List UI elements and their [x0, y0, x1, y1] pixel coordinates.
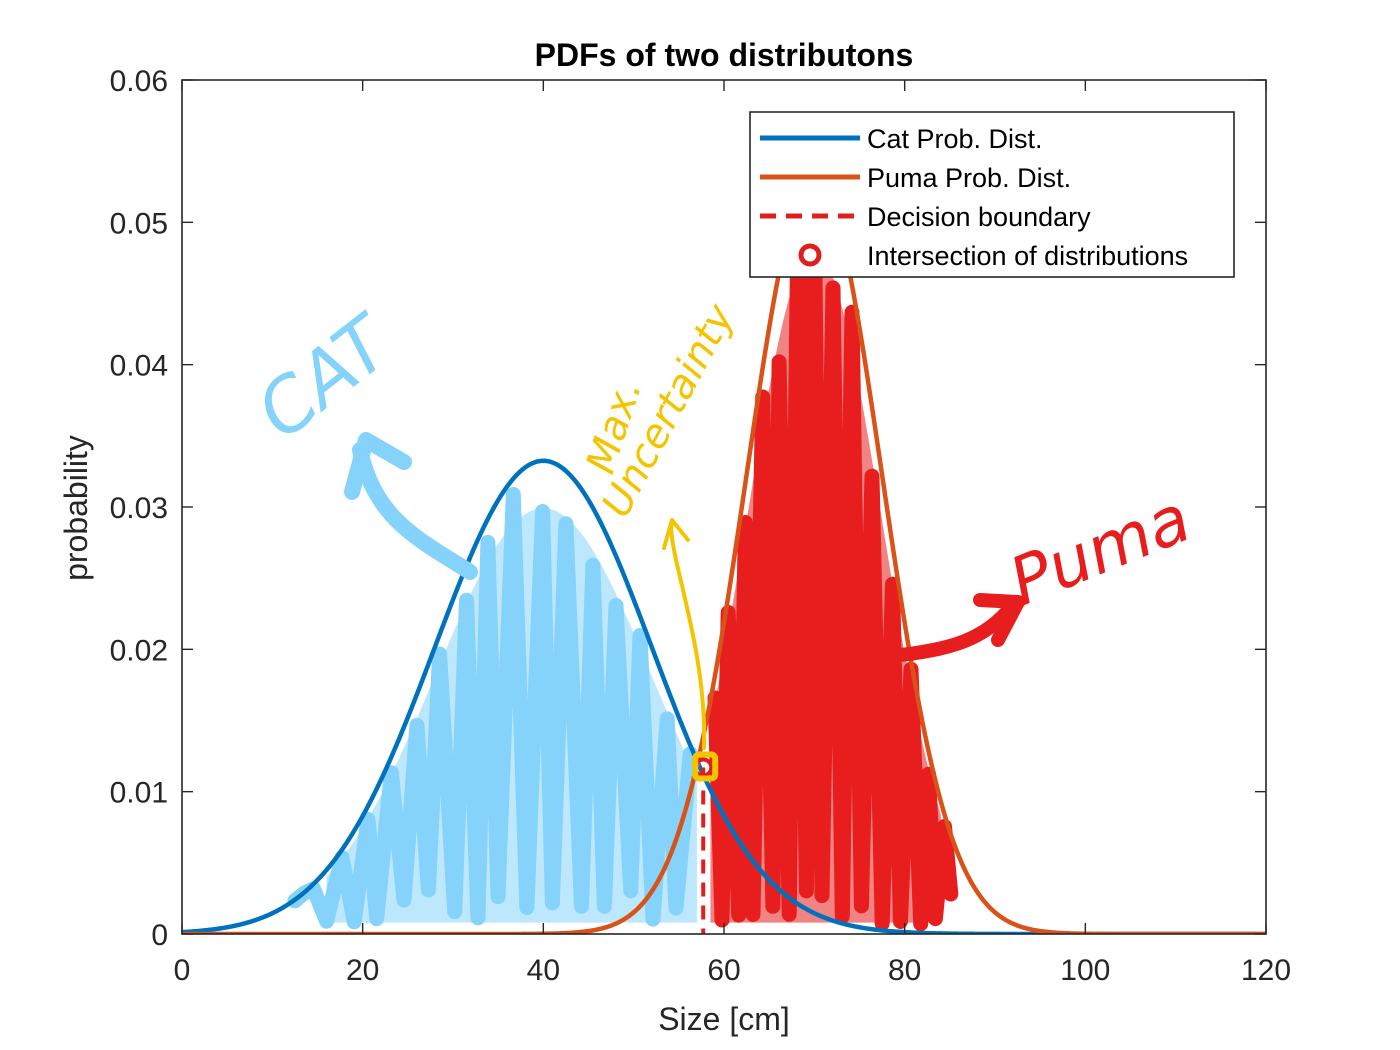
x-tick-label: 100 — [1060, 954, 1110, 987]
x-tick-label: 60 — [707, 954, 740, 987]
cat-annotation: CAT — [241, 297, 411, 456]
x-tick-label: 120 — [1241, 954, 1291, 987]
axes-layer: 0 20 40 60 80 100 120 0 0.01 0.02 0.03 0.04 0.05 0.06 — [110, 65, 1291, 987]
y-tick-label: 0.06 — [110, 65, 168, 98]
x-axis-label: Size [cm] — [658, 1001, 790, 1037]
legend-entry-label: Cat Prob. Dist. — [867, 124, 1043, 154]
puma-arrow — [885, 599, 1019, 663]
y-tick-label: 0.02 — [110, 634, 168, 667]
scribble-layer — [287, 189, 959, 932]
chart-title: PDFs of two distributons — [535, 37, 914, 73]
legend-entry-label: Intersection of distributions — [867, 241, 1188, 271]
legend: Cat Prob. Dist. Puma Prob. Dist. Decision … — [749, 111, 1235, 278]
y-tick-label: 0.05 — [110, 207, 168, 240]
puma-annotation: Puma — [999, 480, 1201, 621]
cat-arrowhead — [344, 432, 412, 500]
cat-pdf-line — [182, 458, 1266, 934]
x-tick-label: 40 — [527, 954, 560, 987]
cat-arrow — [352, 442, 478, 580]
puma-arrowhead — [973, 593, 1025, 647]
y-tick-label: 0.03 — [110, 492, 168, 525]
intersection-highlight — [692, 751, 719, 782]
y-tick-label: 0 — [151, 919, 168, 952]
legend-entry-label: Puma Prob. Dist. — [867, 163, 1071, 193]
legend-entry-label: Decision boundary — [867, 202, 1091, 232]
cat-scribble — [287, 487, 698, 930]
max-uncertainty-arrowhead — [662, 518, 690, 550]
y-axis-label: probability — [58, 435, 94, 581]
y-tick-label: 0.04 — [110, 350, 168, 383]
x-tick-label: 20 — [346, 954, 379, 987]
legend-swatch-marker — [798, 243, 822, 267]
x-tick-label: 80 — [888, 954, 921, 987]
max-uncertainty-arrow — [669, 520, 707, 750]
y-tick-label: 0.01 — [110, 777, 168, 810]
x-tick-label: 0 — [174, 954, 191, 987]
puma-scribble — [707, 189, 959, 932]
